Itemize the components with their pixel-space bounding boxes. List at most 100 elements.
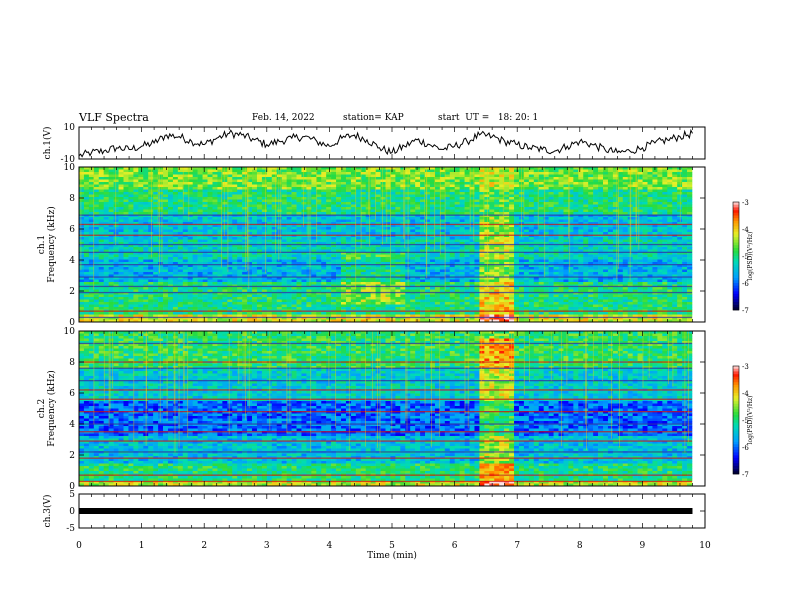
heatmap-cell <box>301 219 307 223</box>
heatmap-cell <box>128 184 134 188</box>
heatmap-cell <box>345 277 352 280</box>
heatmap-cell <box>242 247 248 250</box>
heatmap-cell <box>306 222 312 225</box>
heatmap-cell <box>434 174 441 178</box>
heatmap-cell <box>83 222 90 225</box>
heatmap-cell <box>242 189 248 193</box>
heatmap-cell <box>410 299 416 303</box>
heatmap-cell <box>360 219 367 223</box>
heatmap-cell <box>316 279 322 283</box>
heatmap-cell <box>237 212 243 215</box>
heatmap-cell <box>281 222 287 225</box>
heatmap-cell <box>197 252 203 255</box>
heatmap-cell <box>350 302 357 305</box>
heatmap-cell <box>296 314 302 318</box>
heatmap-cell <box>237 294 243 298</box>
heatmap-cell <box>158 287 164 290</box>
heatmap-cell <box>261 184 268 188</box>
heatmap-cell <box>266 257 273 260</box>
heatmap-cell <box>103 249 109 253</box>
heatmap-cell <box>434 217 441 220</box>
heatmap-cell <box>172 204 179 208</box>
heatmap-cell <box>390 272 396 275</box>
heatmap-cell <box>459 219 465 223</box>
heatmap-cell <box>237 197 243 200</box>
heatmap-cell <box>345 297 352 300</box>
heatmap-cell <box>390 247 396 250</box>
heatmap-cell <box>247 282 253 285</box>
heatmap-cell <box>256 312 263 315</box>
heatmap-cell <box>415 184 421 188</box>
heatmap-cell <box>365 189 371 193</box>
heatmap-cell <box>395 314 401 318</box>
heatmap-cell <box>306 177 312 180</box>
heatmap-cell <box>93 207 100 210</box>
heatmap-cell <box>385 192 391 195</box>
heatmap-cell <box>365 262 371 265</box>
heatmap-cell <box>88 177 95 180</box>
heatmap-cell <box>103 202 109 205</box>
heatmap-cell <box>306 282 312 285</box>
heatmap-cell <box>237 209 243 213</box>
heatmap-cell <box>336 177 342 180</box>
heatmap-cell <box>326 224 332 228</box>
heatmap-cell <box>341 242 347 245</box>
heatmap-cell <box>83 257 90 260</box>
heatmap-cell <box>395 239 401 243</box>
heatmap-cell <box>197 174 203 178</box>
heatmap-cell <box>360 272 367 275</box>
heatmap-cell <box>261 277 268 280</box>
heatmap-cell <box>143 214 149 218</box>
heatmap-cell <box>158 247 164 250</box>
heatmap-cell <box>425 269 431 273</box>
heatmap-cell <box>316 217 322 220</box>
heatmap-cell <box>345 177 352 180</box>
heatmap-cell <box>281 252 287 255</box>
heatmap-cell <box>153 179 159 183</box>
heatmap-cell <box>222 167 228 170</box>
heatmap-cell <box>321 297 327 300</box>
heatmap-cell <box>306 174 312 178</box>
heatmap-cell <box>360 174 367 178</box>
heatmap-cell <box>118 184 124 188</box>
heatmap-cell <box>271 299 278 303</box>
heatmap-cell <box>266 202 273 205</box>
heatmap-cell <box>331 279 337 283</box>
heatmap-cell <box>103 199 109 203</box>
heatmap-cell <box>108 247 114 250</box>
heatmap-cell <box>355 192 362 195</box>
heatmap-cell <box>167 247 174 250</box>
heatmap-cell <box>217 292 223 295</box>
heatmap-cell <box>375 302 381 305</box>
heatmap-cell <box>400 317 406 320</box>
heatmap-cell <box>113 304 119 308</box>
heatmap-cell <box>177 302 184 305</box>
heatmap-cell <box>133 179 139 183</box>
heatmap-cell <box>444 267 451 270</box>
heatmap-cell <box>103 257 109 260</box>
heatmap-cell <box>276 277 282 280</box>
heatmap-cell <box>177 257 184 260</box>
heatmap-cell <box>103 252 109 255</box>
heatmap-cell <box>256 219 263 223</box>
heatmap-cell <box>331 257 337 260</box>
heatmap-cell <box>93 184 100 188</box>
heatmap-cell <box>172 227 179 230</box>
heatmap-cell <box>232 317 238 320</box>
heatmap-cell <box>212 264 218 268</box>
heatmap-cell <box>148 197 154 200</box>
heatmap-cell <box>177 172 184 175</box>
heatmap-cell <box>98 317 105 320</box>
heatmap-cell <box>395 212 401 215</box>
heatmap-cell <box>390 174 396 178</box>
heatmap-cell <box>434 204 441 208</box>
heatmap-cell <box>336 167 342 170</box>
heatmap-cell <box>390 262 396 265</box>
heatmap-cell <box>256 229 263 233</box>
ch1-ytick-label: 10 <box>64 123 76 133</box>
heatmap-cell <box>93 264 100 268</box>
heatmap-cell <box>311 262 317 265</box>
heatmap-cell <box>286 269 292 273</box>
heatmap-cell <box>365 267 371 270</box>
heatmap-cell <box>415 237 421 240</box>
